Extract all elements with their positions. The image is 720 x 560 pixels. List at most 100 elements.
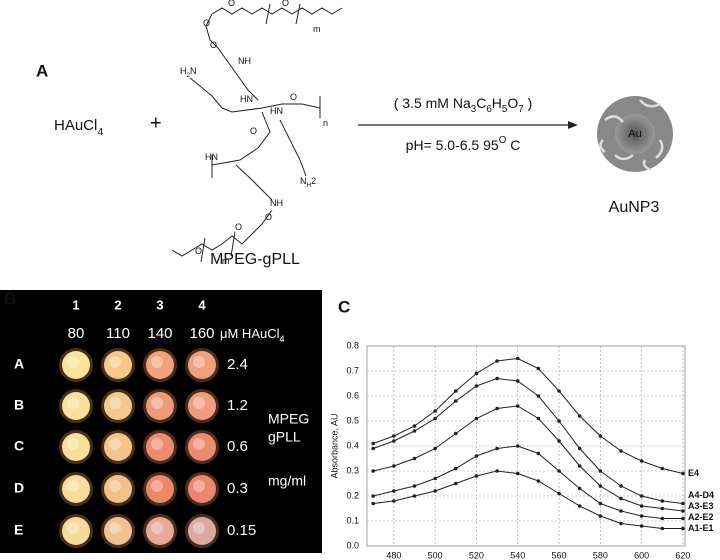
y-tick-label: 0.1 [346,515,359,525]
data-point [660,526,665,531]
data-point [412,424,417,428]
text-part: O [507,95,518,111]
structure-label: O [250,126,257,136]
concentration: 140 [147,325,172,342]
text-part: HN [240,94,253,104]
panel-label: C [338,297,350,316]
concentration-unit: μM HAuCl4 [220,326,285,344]
data-point [681,526,685,531]
text-part: O [210,40,217,50]
well [146,475,174,503]
polymer-name: MPEG-gPLL [210,251,300,268]
data-point [392,489,396,493]
reagent: HAuCl4 [54,117,103,138]
polymer-value: 1.2 [227,397,248,414]
nanoparticle [597,96,673,172]
data-point [433,446,437,451]
well-glow [67,397,79,409]
script-text: 6 [486,104,492,115]
well-glow [151,397,163,409]
well [146,351,174,379]
well [188,517,216,545]
well [104,433,132,461]
data-point [474,474,479,478]
data-point [495,406,499,411]
text-part: O [203,18,210,28]
y-tick-label: 0.3 [346,465,359,475]
data-point [515,404,520,408]
well [62,433,90,461]
concentration: 110 [106,325,130,342]
structure-label: O [290,92,297,102]
structure-label: O [282,0,289,8]
text-part: O [250,126,257,136]
data-point [536,416,541,421]
data-point [412,494,417,498]
x-tick-label: 480 [386,550,401,560]
data-point [392,434,396,438]
reaction-condition: pH= 5.0-6.5 95O C [406,135,521,153]
well [62,351,90,379]
data-point [660,506,665,511]
text-part: HN [205,152,218,162]
script-text: O [499,135,507,146]
script-text: 3 [471,104,477,115]
x-tick-label: 500 [428,550,443,560]
data-point [453,466,458,471]
well-glow [193,397,205,409]
text-part: C [506,137,520,153]
well-glow [67,480,79,492]
well [104,351,132,379]
data-point [639,524,644,528]
structure-label: m [313,24,321,34]
row-label: E [14,522,23,538]
data-point [453,431,458,436]
well [62,475,90,503]
script-text: 5 [502,104,508,115]
well-glow [193,438,205,450]
data-point [619,521,623,526]
data-point [577,486,582,491]
data-point [453,399,458,403]
data-point [660,516,665,521]
data-point [598,501,603,506]
panel-label: B [4,289,16,308]
well [62,392,90,420]
data-point [639,514,644,518]
data-point [681,501,685,506]
data-point [495,376,499,381]
script-text: 2 [187,72,191,79]
plus-sign: + [150,112,162,134]
series-label: E4 [688,468,699,478]
data-point [557,469,561,473]
well-glow [67,356,79,368]
series-label: A1-E1 [688,523,714,533]
y-tick-label: 0.4 [346,440,359,450]
plot-frame [366,345,686,547]
row-label: B [14,397,24,413]
text-part: O [235,222,242,232]
well-glow [193,356,205,368]
well [188,475,216,503]
data-point [495,359,499,363]
text-part: N [300,176,307,186]
structure-label: m [222,256,230,266]
text-part: m [222,256,230,266]
column-number: 3 [156,297,163,312]
text-part: m [313,24,321,34]
structure-label: O [203,18,210,28]
concentration: 160 [189,325,214,342]
row-label: C [14,438,24,454]
structure-label: HN [205,152,218,162]
series-line [373,445,683,519]
series-label: A4-D4 [688,490,714,500]
data-point [577,414,582,418]
data-point [577,504,582,508]
structure-label: NH2 [300,176,316,189]
reaction-condition: ( 3.5 mM Na3C6H5O7 ) [394,95,533,115]
data-point [495,446,499,451]
data-point [639,504,644,508]
text-part: ) [524,95,533,111]
panel-label: A [36,61,48,80]
text-part: O [282,0,289,8]
